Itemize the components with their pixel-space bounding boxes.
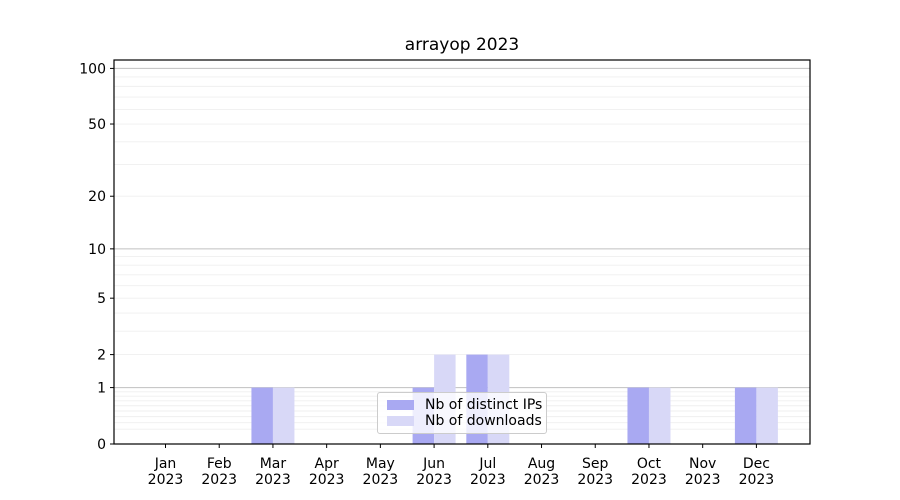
x-tick-label-month: Jul bbox=[478, 456, 496, 472]
x-tick-label-year: 2023 bbox=[201, 472, 237, 488]
x-tick-label-year: 2023 bbox=[363, 472, 399, 488]
legend-label-downloads: Nb of downloads bbox=[425, 413, 542, 430]
gridlines-minor bbox=[114, 76, 810, 430]
x-tick-label-year: 2023 bbox=[309, 472, 345, 488]
x-tick-label-year: 2023 bbox=[631, 472, 667, 488]
x-tick-label-year: 2023 bbox=[577, 472, 613, 488]
x-tick-label-month: Nov bbox=[689, 456, 716, 472]
y-tick-label: 2 bbox=[97, 348, 106, 364]
axes-spines bbox=[113, 59, 811, 445]
x-tick-label-year: 2023 bbox=[148, 472, 184, 488]
y-tick-label: 10 bbox=[88, 242, 106, 258]
x-tick-label-year: 2023 bbox=[470, 472, 506, 488]
x-tick-label-month: Feb bbox=[207, 456, 232, 472]
y-tick-label: 0 bbox=[97, 437, 106, 453]
legend-swatch-distinct-ips bbox=[387, 399, 414, 410]
bar-dec-distinct-ips bbox=[734, 387, 757, 444]
y-tick-label: 1 bbox=[97, 381, 106, 397]
bar-dec-downloads bbox=[756, 387, 778, 444]
y-tick-label: 5 bbox=[97, 291, 106, 307]
bar-mar-distinct-ips bbox=[251, 387, 273, 444]
x-tick-label-month: Jun bbox=[422, 456, 445, 472]
x-tick-label-year: 2023 bbox=[255, 472, 291, 488]
x-tick-label-month: Jan bbox=[154, 456, 177, 472]
x-tick-label-month: Dec bbox=[743, 456, 770, 472]
y-tick-label: 20 bbox=[88, 189, 106, 205]
y-tick-label: 100 bbox=[79, 61, 106, 77]
y-tick-label: 50 bbox=[88, 117, 106, 133]
x-tick-label-year: 2023 bbox=[739, 472, 775, 488]
legend-swatch-downloads bbox=[387, 416, 414, 427]
x-axis-ticks: Jan2023Feb2023Mar2023Apr2023May2023Jun20… bbox=[148, 444, 775, 488]
legend-row-distinct-ips: Nb of distinct IPs bbox=[387, 398, 542, 412]
x-tick-label-month: Mar bbox=[260, 456, 287, 472]
x-tick-label-year: 2023 bbox=[524, 472, 560, 488]
x-tick-label-month: Aug bbox=[528, 456, 555, 472]
y-axis-ticks: 0 1 2 5 10 20 50 100 bbox=[79, 61, 114, 453]
gridlines-major bbox=[114, 67, 810, 389]
x-tick-label-month: Apr bbox=[315, 456, 339, 472]
x-tick-label-month: Oct bbox=[637, 456, 662, 472]
x-tick-label-month: Sep bbox=[582, 456, 609, 472]
legend-label-distinct-ips: Nb of distinct IPs bbox=[425, 396, 543, 413]
legend: Nb of distinct IPs Nb of downloads bbox=[377, 392, 547, 434]
plot-border bbox=[113, 59, 811, 445]
x-tick-label-year: 2023 bbox=[416, 472, 452, 488]
bar-mar-downloads bbox=[272, 387, 295, 444]
legend-row-downloads: Nb of downloads bbox=[387, 414, 542, 428]
chart-title: arrayop 2023 bbox=[404, 35, 520, 55]
bar-oct-distinct-ips bbox=[627, 387, 649, 444]
bar-oct-downloads bbox=[648, 387, 671, 444]
x-tick-label-year: 2023 bbox=[685, 472, 721, 488]
x-tick-label-month: May bbox=[366, 456, 395, 472]
